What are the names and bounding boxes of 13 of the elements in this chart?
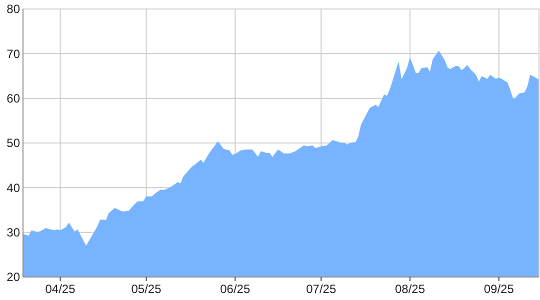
- x-tick-label: 04/25: [45, 282, 76, 296]
- x-tick-label: 07/25: [306, 282, 336, 296]
- y-tick-label: 80: [6, 2, 20, 16]
- y-tick-label: 70: [6, 46, 20, 61]
- y-tick-label: 50: [6, 136, 20, 150]
- y-tick-label: 40: [6, 180, 20, 195]
- x-tick-label: 09/25: [484, 282, 514, 296]
- y-tick-label: 30: [6, 226, 20, 240]
- y-tick-label: 60: [6, 92, 20, 106]
- x-tick-label: 06/25: [220, 282, 250, 296]
- x-tick-label: 05/25: [131, 282, 162, 296]
- x-tick-label: 08/25: [394, 282, 426, 296]
- y-tick-label: 20: [6, 270, 20, 284]
